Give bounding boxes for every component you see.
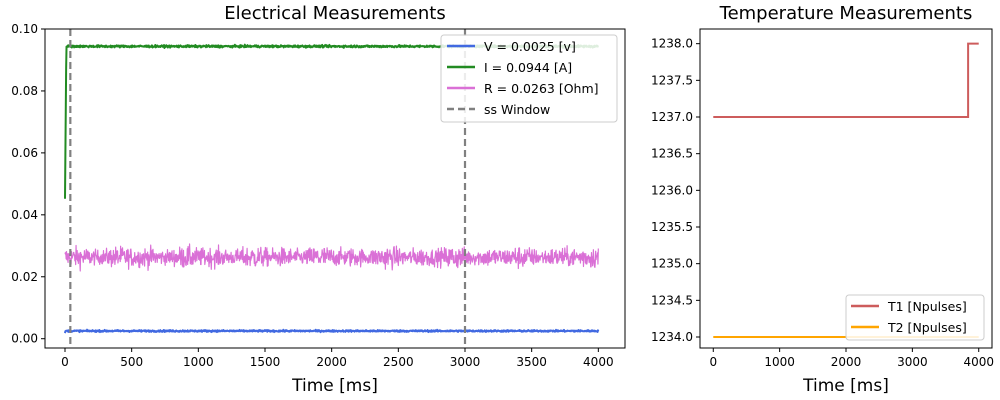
electrical-chart: Electrical Measurements 0 500 1000 1500 2000… xyxy=(11,3,626,396)
y-tick-label: 0.00 xyxy=(11,332,38,346)
temperature-legend: T1 [Npulses] T2 [Npulses] xyxy=(845,294,985,341)
electrical-legend: V = 0.0025 [v] I = 0.0944 [A] R = 0.0263… xyxy=(440,34,618,123)
y-tick-label: 1236.0 xyxy=(651,183,693,197)
temperature-x-ticks: 0 1000 2000 3000 4000 xyxy=(709,348,994,369)
y-tick-label: 1236.5 xyxy=(651,147,693,161)
x-tick-label: 4000 xyxy=(963,355,994,369)
y-tick-label: 1235.0 xyxy=(651,257,693,271)
y-tick-label: 1237.0 xyxy=(651,110,693,124)
electrical-chart-title: Electrical Measurements xyxy=(224,3,445,24)
y-tick-label: 1238.0 xyxy=(651,37,693,51)
series-line-r xyxy=(64,243,599,272)
temperature-legend-box xyxy=(845,294,985,341)
temperature-chart-title: Temperature Measurements xyxy=(719,3,973,24)
x-tick-label: 2000 xyxy=(316,355,347,369)
x-tick-label: 1500 xyxy=(250,355,281,369)
x-tick-label: 2000 xyxy=(831,355,862,369)
x-tick-label: 1000 xyxy=(764,355,795,369)
x-tick-label: 1000 xyxy=(183,355,214,369)
x-tick-label: 3500 xyxy=(516,355,547,369)
y-tick-label: 0.08 xyxy=(11,84,38,98)
x-tick-label: 3000 xyxy=(450,355,481,369)
electrical-x-axis-title: Time [ms] xyxy=(291,376,378,396)
electrical-y-ticks: 0.00 0.02 0.04 0.06 0.08 0.10 xyxy=(11,22,45,346)
y-tick-label: 1234.5 xyxy=(651,293,693,307)
temperature-x-axis-title: Time [ms] xyxy=(802,376,889,396)
y-tick-label: 0.10 xyxy=(11,22,38,36)
x-tick-label: 0 xyxy=(61,355,69,369)
x-tick-label: 500 xyxy=(120,355,143,369)
legend-label-t1: T1 [Npulses] xyxy=(887,299,967,314)
y-tick-label: 0.02 xyxy=(11,270,38,284)
temperature-chart: Temperature Measurements 0 1000 2000 3000 40… xyxy=(651,3,994,396)
y-tick-label: 1235.5 xyxy=(651,220,693,234)
x-tick-label: 0 xyxy=(709,355,717,369)
x-tick-label: 2500 xyxy=(383,355,414,369)
electrical-legend-box xyxy=(440,34,618,123)
legend-label-r: R = 0.0263 [Ohm] xyxy=(484,81,599,96)
x-tick-label: 3000 xyxy=(897,355,928,369)
y-tick-label: 0.06 xyxy=(11,146,38,160)
y-tick-label: 1237.5 xyxy=(651,73,693,87)
y-tick-label: 1234.0 xyxy=(651,330,693,344)
series-line-t1 xyxy=(713,42,979,118)
electrical-x-ticks: 0 500 1000 1500 2000 2500 3000 3500 4000 xyxy=(61,348,614,369)
electrical-plot-area xyxy=(64,29,600,348)
y-tick-label: 0.04 xyxy=(11,208,38,222)
legend-label-v: V = 0.0025 [v] xyxy=(484,39,576,54)
legend-label-t2: T2 [Npulses] xyxy=(887,320,967,335)
temperature-y-ticks: 1234.0 1234.5 1235.0 1235.5 1236.0 1236.5 1237… xyxy=(651,37,700,344)
electrical-axes-frame xyxy=(44,28,626,349)
temperature-plot-area xyxy=(713,42,979,338)
x-tick-label: 4000 xyxy=(583,355,614,369)
series-line-v xyxy=(64,328,600,334)
legend-label-i: I = 0.0944 [A] xyxy=(484,60,572,75)
legend-label-ss-window: ss Window xyxy=(484,102,550,117)
